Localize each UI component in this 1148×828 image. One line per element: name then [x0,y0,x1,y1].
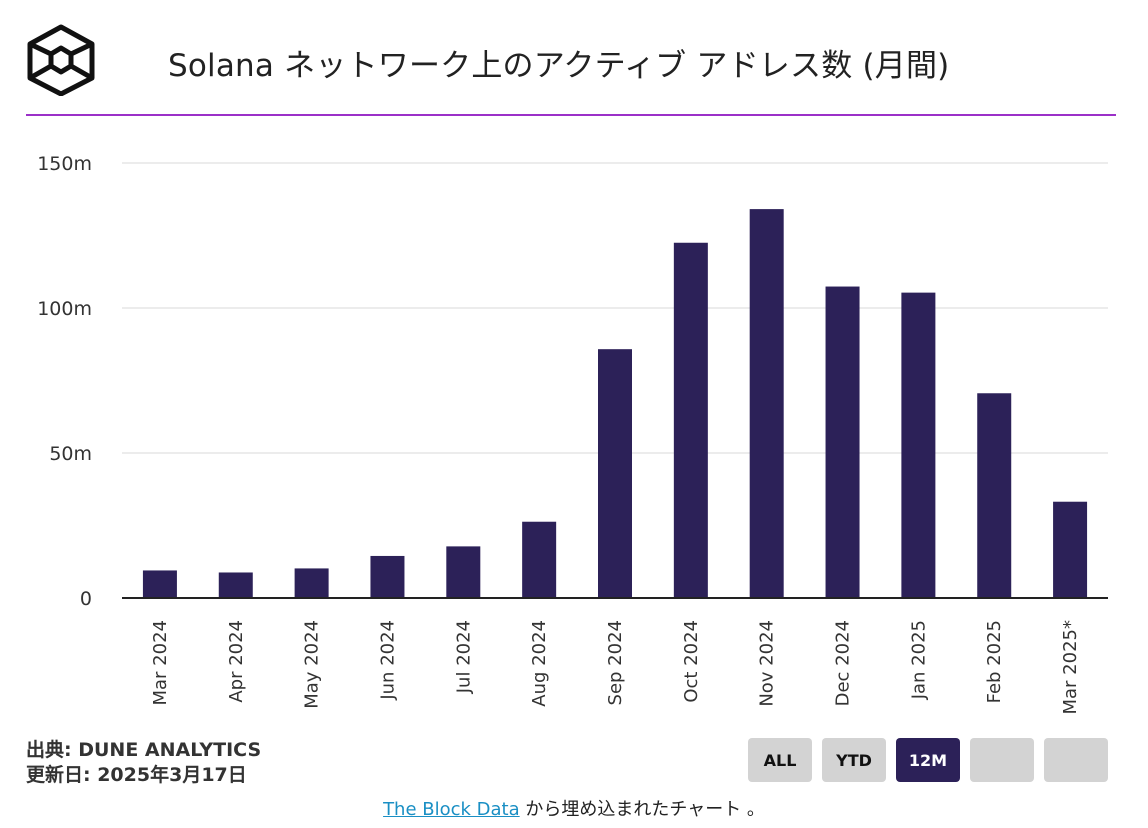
embed-credit-text: から埋め込まれたチャート 。 [519,799,765,820]
x-tick-label: Nov 2024 [757,620,778,707]
bar [1053,501,1088,598]
range-button-ytd[interactable]: YTD [822,738,886,782]
x-tick-label: Sep 2024 [605,620,626,705]
bar [749,209,784,599]
x-tick-label: Mar 2025* [1060,620,1081,715]
title-divider [26,114,1116,116]
bar [977,393,1012,598]
bar [522,521,557,598]
x-tick-label: May 2024 [302,620,323,709]
bar [901,292,936,598]
x-tick-label: Apr 2024 [226,620,247,703]
the-block-logo-icon [27,24,95,96]
bar [598,349,632,598]
bar [218,572,253,598]
x-tick-label: Oct 2024 [681,620,702,703]
x-tick-label: Feb 2025 [984,620,1005,703]
the-block-data-link[interactable]: The Block Data [383,799,520,820]
chart-title: Solana ネットワーク上のアクティブ アドレス数 (月間) [168,48,950,84]
x-tick-label: Jan 2025 [908,620,929,700]
range-button-blank-4[interactable] [1044,738,1108,782]
bar [142,570,177,598]
x-tick-label: Aug 2024 [529,620,550,707]
y-tick-label: 150m [37,153,92,175]
y-tick-label: 50m [49,443,92,465]
updated-date: 更新日: 2025年3月17日 [26,764,247,786]
source-note: 出典: DUNE ANALYTICS 更新日: 2025年3月17日 [26,738,261,788]
x-tick-label: Dec 2024 [833,620,854,706]
y-tick-label: 0 [80,588,92,610]
range-button-all[interactable]: ALL [748,738,812,782]
bar [825,286,860,598]
range-button-12m[interactable]: 12M [896,738,960,782]
x-tick-label: Jun 2024 [377,620,398,701]
x-tick-label: Mar 2024 [150,620,171,706]
source-label: 出典: DUNE ANALYTICS [26,739,262,761]
bar [673,242,708,598]
embed-credit: The Block Data から埋め込まれたチャート 。 [0,795,1148,821]
range-selector: ALL YTD 12M [748,738,1108,782]
bar-chart: 0 50m 100m 150m Mar 2024 Apr 2024 May 2024 Jun … [37,153,1108,715]
x-tick-label: Jul 2024 [453,620,474,694]
bar [294,568,329,598]
range-button-blank-3[interactable] [970,738,1034,782]
bar [446,546,481,598]
bar [370,555,405,598]
y-tick-label: 100m [37,298,92,320]
